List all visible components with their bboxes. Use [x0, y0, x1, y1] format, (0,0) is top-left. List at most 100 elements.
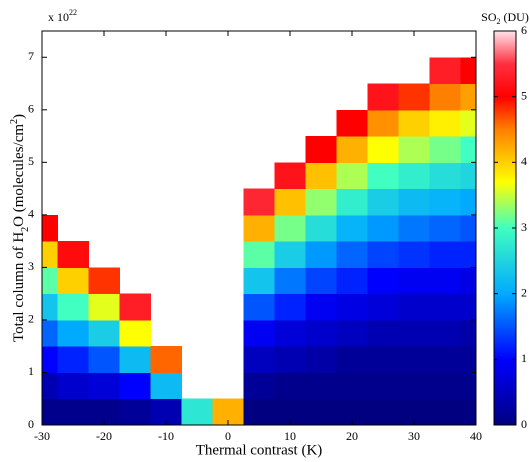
colorbar-tick-label: 6: [521, 23, 527, 37]
y-axis-label-part: ): [11, 114, 27, 119]
heat-cell: [336, 136, 368, 163]
heat-cell: [42, 267, 58, 295]
heat-cell: [460, 319, 476, 347]
heat-cell: [460, 162, 476, 190]
heat-cell: [42, 293, 58, 321]
heat-cell: [42, 372, 58, 400]
y-exponent-part: x 10: [48, 10, 69, 24]
heat-cell: [398, 293, 430, 321]
heat-cell: [305, 267, 337, 295]
heat-cell: [243, 293, 275, 321]
colorbar-tick-label: 2: [521, 285, 527, 299]
heat-cell: [398, 109, 430, 137]
heat-cell: [243, 241, 275, 268]
x-tick-label: -30: [34, 429, 50, 443]
heat-cell: [367, 241, 399, 268]
heat-cell: [305, 241, 337, 268]
heat-cell: [429, 241, 461, 268]
heat-cell: [429, 293, 461, 321]
heat-cell: [336, 214, 368, 242]
heat-cell: [398, 346, 430, 373]
heat-cell: [305, 136, 337, 163]
heat-cell: [336, 188, 368, 216]
heat-cell: [398, 267, 430, 295]
heat-cell: [367, 319, 399, 347]
heat-cell: [243, 214, 275, 242]
heat-cell: [429, 372, 461, 400]
heat-cell: [88, 267, 120, 295]
x-tick-label: 0: [225, 429, 231, 443]
heat-cell: [57, 267, 89, 295]
heat-cell: [460, 57, 476, 85]
y-tick-label: 5: [28, 154, 34, 168]
heat-cell: [305, 293, 337, 321]
heat-cell: [243, 372, 275, 400]
heat-cell: [88, 319, 120, 347]
y-tick-label: 3: [28, 259, 34, 273]
heat-cell: [398, 83, 430, 111]
heat-cell: [429, 188, 461, 216]
colorbar-tick-label: 0: [521, 417, 527, 431]
heat-cell: [336, 372, 368, 400]
heat-cell: [460, 109, 476, 137]
heat-cell: [274, 346, 306, 373]
heat-cell: [57, 398, 89, 425]
heat-cell: [274, 293, 306, 321]
heat-cell: [119, 398, 151, 425]
heat-cell: [57, 241, 89, 268]
heat-cell: [88, 346, 120, 373]
heat-cell: [429, 83, 461, 111]
heat-cell: [398, 319, 430, 347]
heat-cell: [119, 319, 151, 347]
heat-cell: [305, 319, 337, 347]
y-tick-label: 1: [28, 364, 34, 378]
heat-cell: [367, 398, 399, 425]
heat-cell: [367, 346, 399, 373]
heat-cell: [274, 241, 306, 268]
colorbar-label: SO2 (DU): [481, 10, 529, 27]
y-tick-label: 7: [28, 49, 34, 63]
heat-cell: [460, 83, 476, 111]
x-tick-label: 20: [346, 429, 358, 443]
x-tick-label: -20: [96, 429, 112, 443]
colorbar-label-part: (DU): [501, 10, 529, 24]
heat-cell: [181, 398, 213, 425]
y-exponent: x 1022: [48, 8, 77, 23]
heat-cell: [367, 83, 399, 111]
heat-cell: [367, 162, 399, 190]
heat-cell: [57, 293, 89, 321]
colorbar-label-part: SO: [481, 10, 497, 24]
heat-cell: [429, 57, 461, 85]
heat-cell: [336, 346, 368, 373]
heat-cell: [274, 267, 306, 295]
heat-cell: [119, 346, 151, 373]
heat-cell: [367, 109, 399, 137]
heat-cell: [57, 372, 89, 400]
y-tick-label: 4: [28, 207, 34, 221]
heat-cell: [460, 241, 476, 268]
heat-cell: [274, 188, 306, 216]
heat-cell: [398, 162, 430, 190]
heat-cell: [367, 293, 399, 321]
heat-cell: [150, 346, 182, 373]
heat-cell: [460, 267, 476, 295]
heat-cell: [460, 188, 476, 216]
heat-cell: [243, 267, 275, 295]
heat-cell: [429, 109, 461, 137]
heat-cell: [150, 372, 182, 400]
heat-cell: [367, 214, 399, 242]
heat-cell: [460, 398, 476, 425]
colorbar-tick-label: 4: [521, 154, 527, 168]
heat-cell: [243, 188, 275, 216]
heatmap: [42, 57, 476, 425]
y-exponent-part: 22: [69, 8, 77, 17]
heat-cell: [336, 109, 368, 137]
heat-cell: [398, 214, 430, 242]
heat-cell: [243, 398, 275, 425]
y-tick-label: 0: [28, 417, 34, 431]
heat-cell: [305, 188, 337, 216]
heat-cell: [243, 319, 275, 347]
heat-cell: [305, 162, 337, 190]
heat-cell: [367, 267, 399, 295]
